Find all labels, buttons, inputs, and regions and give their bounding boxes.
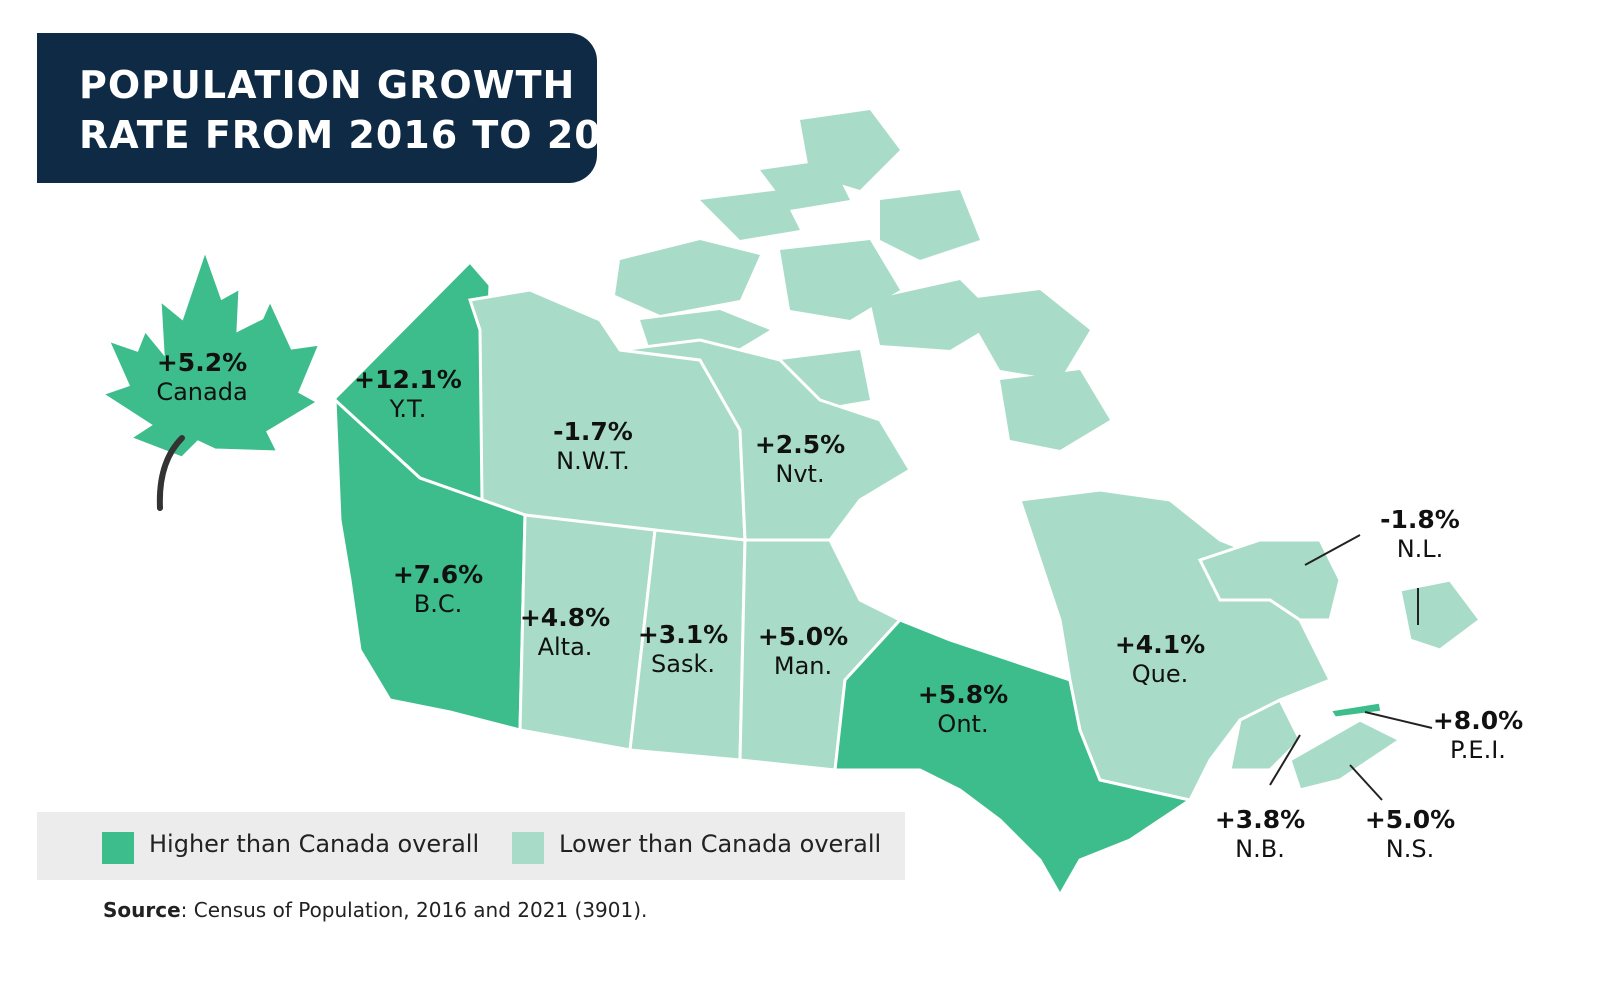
name-canada: Canada bbox=[156, 378, 248, 406]
name-nvt: Nvt. bbox=[775, 460, 825, 488]
label-nb: +3.8% N.B. bbox=[1215, 805, 1305, 863]
map-title-line-1: POPULATION GROWTH bbox=[79, 63, 576, 107]
name-bc: B.C. bbox=[413, 590, 463, 618]
region-pei bbox=[1327, 700, 1384, 720]
source-prefix: Source bbox=[103, 898, 181, 922]
name-nb: N.B. bbox=[1235, 835, 1285, 863]
label-ont: +5.8% Ont. bbox=[918, 680, 1008, 738]
label-man: +5.0% Man. bbox=[758, 622, 848, 680]
region-ns bbox=[1288, 718, 1403, 792]
name-alta: Alta. bbox=[537, 633, 593, 661]
region-nl bbox=[1197, 538, 1342, 622]
legend-label-higher: Higher than Canada overall bbox=[149, 830, 480, 858]
label-alta: +4.8% Alta. bbox=[520, 603, 610, 661]
value-bc: +7.6% bbox=[392, 560, 484, 589]
region-ont bbox=[833, 618, 1194, 899]
name-nwt: N.W.T. bbox=[556, 447, 630, 475]
value-ont: +5.8% bbox=[917, 680, 1009, 709]
leader-lines bbox=[1269, 534, 1433, 801]
name-sask: Sask. bbox=[651, 650, 715, 678]
legend: Higher than Canada overall Lower than Ca… bbox=[37, 812, 905, 880]
value-pei: +8.0% bbox=[1432, 706, 1524, 735]
name-que: Que. bbox=[1131, 660, 1189, 688]
value-canada: +5.2% bbox=[156, 348, 248, 377]
legend-label-lower: Lower than Canada overall bbox=[559, 830, 882, 858]
value-nl: -1.8% bbox=[1380, 505, 1460, 534]
name-nl: N.L. bbox=[1396, 535, 1444, 563]
maple-leaf-icon bbox=[98, 245, 323, 460]
legend-swatch-lower bbox=[512, 832, 544, 864]
value-que: +4.1% bbox=[1114, 630, 1206, 659]
region-nl-island bbox=[1398, 578, 1483, 652]
name-ns: N.S. bbox=[1385, 835, 1435, 863]
value-sask: +3.1% bbox=[637, 620, 729, 649]
region-bc bbox=[333, 396, 527, 732]
value-nvt: +2.5% bbox=[754, 430, 846, 459]
map-title-line-2: RATE FROM 2016 TO 2021 bbox=[79, 113, 657, 157]
source-text: : Census of Population, 2016 and 2021 (3… bbox=[180, 898, 648, 922]
title-box: POPULATION GROWTH RATE FROM 2016 TO 2021 bbox=[37, 33, 656, 183]
label-yt: +12.1% Y.T. bbox=[354, 365, 462, 423]
label-nvt: +2.5% Nvt. bbox=[755, 430, 845, 488]
value-nb: +3.8% bbox=[1214, 805, 1306, 834]
legend-swatch-higher bbox=[102, 832, 134, 864]
value-yt: +12.1% bbox=[354, 365, 462, 394]
arctic-islands bbox=[615, 110, 1110, 450]
name-pei: P.E.I. bbox=[1450, 736, 1506, 764]
label-bc: +7.6% B.C. bbox=[393, 560, 483, 618]
region-nvt bbox=[619, 338, 913, 542]
value-man: +5.0% bbox=[757, 622, 849, 651]
source-note: Source: Census of Population, 2016 and 2… bbox=[103, 898, 647, 922]
label-nl: -1.8% N.L. bbox=[1380, 505, 1460, 563]
name-ont: Ont. bbox=[937, 710, 989, 738]
label-pei: +8.0% P.E.I. bbox=[1433, 706, 1523, 764]
name-man: Man. bbox=[773, 652, 833, 680]
label-que: +4.1% Que. bbox=[1115, 630, 1205, 688]
label-nwt: -1.7% N.W.T. bbox=[553, 417, 633, 475]
value-nwt: -1.7% bbox=[553, 417, 633, 446]
label-sask: +3.1% Sask. bbox=[638, 620, 728, 678]
region-nb bbox=[1228, 697, 1302, 772]
label-ns: +5.0% N.S. bbox=[1365, 805, 1455, 863]
label-canada: +5.2% Canada bbox=[156, 348, 247, 406]
value-alta: +4.8% bbox=[519, 603, 611, 632]
name-yt: Y.T. bbox=[389, 395, 427, 423]
value-ns: +5.0% bbox=[1364, 805, 1456, 834]
